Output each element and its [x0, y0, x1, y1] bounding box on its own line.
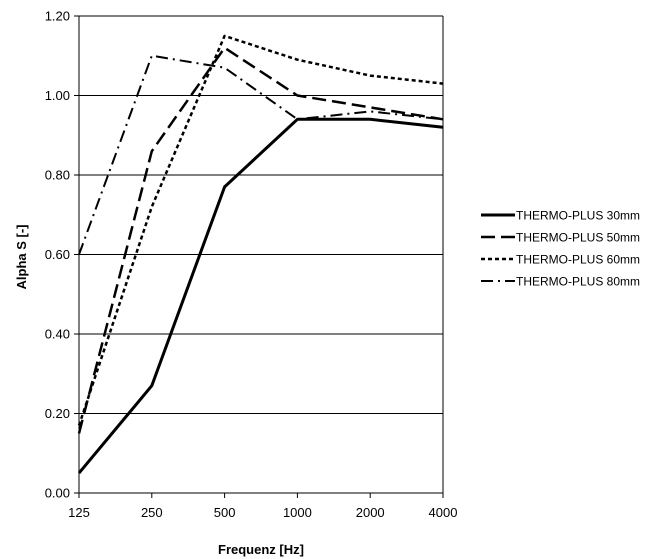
tick-labels: 0.00 0.20 0.40 0.60 0.80 1.00 1.20 125 250 500 100… — [45, 9, 458, 521]
series-line-thermo-plus-60mm — [77, 34, 444, 426]
x-tick-label: 4000 — [429, 505, 458, 520]
x-tick-label: 250 — [141, 505, 163, 520]
legend-label: THERMO-PLUS 50mm — [516, 231, 640, 245]
y-tick-label: 0.20 — [45, 406, 70, 421]
y-tick-label: 0.00 — [45, 486, 70, 501]
y-tick-label: 0.80 — [45, 168, 70, 183]
y-tick-label: 1.00 — [45, 88, 70, 103]
x-tick-label: 125 — [68, 505, 90, 520]
legend: THERMO-PLUS 30mm THERMO-PLUS 50mm THERMO-P… — [481, 209, 640, 289]
y-tick-label: 0.60 — [45, 247, 70, 262]
y-axis-title: Alpha S [-] — [14, 225, 29, 290]
x-tick-label: 1000 — [283, 505, 312, 520]
axes — [74, 15, 444, 498]
x-axis-title: Frequenz [Hz] — [218, 542, 304, 557]
series-line-thermo-plus-50mm — [77, 46, 444, 434]
y-tick-label: 1.20 — [45, 9, 70, 24]
series-line-thermo-plus-80mm — [78, 54, 444, 255]
y-tick-label: 0.40 — [45, 327, 70, 342]
x-tick-label: 2000 — [356, 505, 385, 520]
series-lines — [77, 34, 444, 475]
legend-label: THERMO-PLUS 30mm — [516, 209, 640, 223]
grid-lines — [79, 15, 443, 494]
legend-label: THERMO-PLUS 60mm — [516, 253, 640, 267]
series-line-thermo-plus-30mm — [77, 117, 444, 475]
x-tick-label: 500 — [214, 505, 236, 520]
legend-label: THERMO-PLUS 80mm — [516, 275, 640, 289]
